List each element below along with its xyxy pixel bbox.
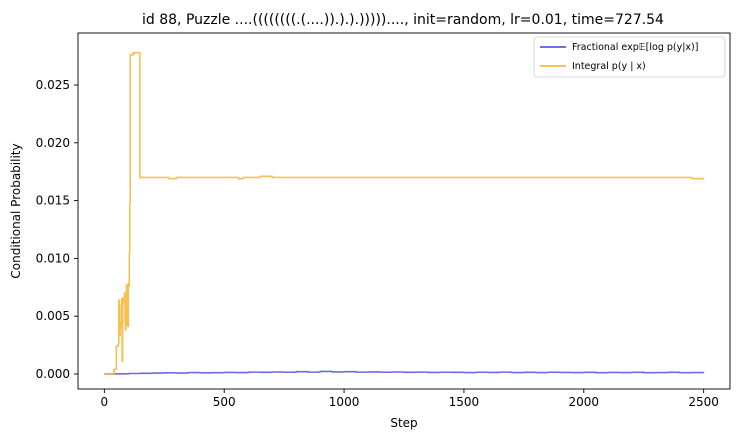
y-tick-label: 0.020: [36, 136, 70, 150]
x-tick-label: 500: [213, 395, 236, 409]
y-tick-label: 0.000: [36, 367, 70, 381]
x-tick-label: 1000: [329, 395, 360, 409]
x-axis-label: Step: [390, 416, 417, 430]
legend-label-fractional: Fractional exp𝔼[log p(y|x)]: [572, 42, 698, 53]
x-axis: 0 500 1000 1500 2000 2500: [101, 389, 719, 409]
chart-title: id 88, Puzzle ....((((((((.(....)).).).)…: [142, 12, 664, 28]
series-line-fractional: [104, 370, 705, 375]
plot-frame: [77, 32, 731, 390]
plot-area: 0 500 1000 1500 2000 2500 0.000 0.005 0.010 0.01…: [36, 32, 731, 409]
y-axis: 0.000 0.005 0.010 0.015 0.020 0.025: [36, 78, 78, 381]
series-layer: [104, 51, 705, 375]
y-tick-label: 0.025: [36, 78, 70, 92]
legend-label-integral: Integral p(y | x): [572, 61, 646, 72]
x-tick-label: 2000: [569, 395, 600, 409]
legend: Fractional exp𝔼[log p(y|x)] Integral p(y…: [533, 36, 726, 78]
y-axis-label: Conditional Probability: [9, 143, 23, 278]
series-line-integral: [104, 51, 705, 375]
y-tick-label: 0.015: [36, 194, 70, 208]
legend-box: [533, 36, 726, 78]
x-tick-label: 1500: [449, 395, 480, 409]
x-tick-label: 0: [101, 395, 109, 409]
y-tick-label: 0.010: [36, 251, 70, 265]
x-tick-label: 2500: [688, 395, 719, 409]
y-tick-label: 0.005: [36, 309, 70, 323]
